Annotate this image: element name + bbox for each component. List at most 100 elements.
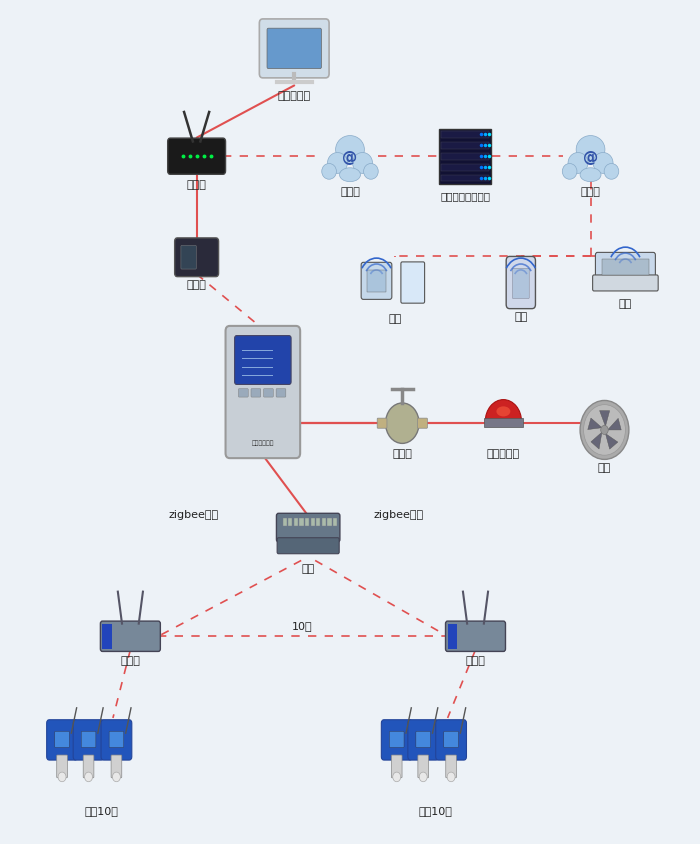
- FancyBboxPatch shape: [322, 519, 326, 527]
- FancyBboxPatch shape: [74, 720, 104, 760]
- Text: 可接10台: 可接10台: [419, 805, 453, 814]
- FancyBboxPatch shape: [174, 239, 218, 278]
- FancyBboxPatch shape: [444, 732, 458, 748]
- FancyBboxPatch shape: [300, 519, 304, 527]
- FancyBboxPatch shape: [251, 389, 261, 398]
- FancyBboxPatch shape: [418, 755, 428, 778]
- Ellipse shape: [576, 137, 605, 165]
- Polygon shape: [588, 419, 602, 430]
- Polygon shape: [606, 434, 618, 450]
- FancyBboxPatch shape: [305, 519, 309, 527]
- Text: 网关: 网关: [302, 563, 315, 573]
- FancyBboxPatch shape: [260, 20, 329, 78]
- FancyBboxPatch shape: [109, 732, 124, 748]
- FancyBboxPatch shape: [276, 389, 286, 398]
- Text: 中继器: 中继器: [466, 655, 485, 665]
- FancyBboxPatch shape: [447, 624, 457, 649]
- FancyBboxPatch shape: [47, 720, 78, 760]
- FancyBboxPatch shape: [111, 755, 122, 778]
- FancyBboxPatch shape: [225, 327, 300, 458]
- FancyBboxPatch shape: [382, 720, 412, 760]
- FancyBboxPatch shape: [83, 755, 94, 778]
- Text: 单机版电脑: 单机版电脑: [278, 91, 311, 101]
- FancyBboxPatch shape: [401, 262, 425, 304]
- Ellipse shape: [322, 165, 337, 180]
- Text: 手机: 手机: [514, 311, 527, 322]
- Ellipse shape: [568, 154, 588, 174]
- FancyBboxPatch shape: [181, 246, 196, 270]
- FancyBboxPatch shape: [333, 519, 337, 527]
- FancyBboxPatch shape: [57, 755, 67, 778]
- Text: 可接10台: 可接10台: [84, 805, 118, 814]
- FancyBboxPatch shape: [435, 720, 466, 760]
- Polygon shape: [600, 411, 610, 427]
- Text: zigbee信号: zigbee信号: [374, 510, 424, 520]
- FancyBboxPatch shape: [441, 154, 489, 160]
- FancyBboxPatch shape: [593, 276, 658, 292]
- Text: 声光报警器: 声光报警器: [486, 449, 520, 459]
- FancyBboxPatch shape: [263, 389, 273, 398]
- FancyBboxPatch shape: [377, 419, 387, 429]
- Text: 互联网: 互联网: [580, 187, 601, 197]
- FancyBboxPatch shape: [408, 720, 439, 760]
- Text: 电磁阀: 电磁阀: [393, 449, 412, 459]
- Text: @: @: [583, 149, 598, 165]
- FancyBboxPatch shape: [596, 253, 655, 283]
- FancyBboxPatch shape: [441, 132, 489, 138]
- Ellipse shape: [335, 137, 365, 165]
- FancyBboxPatch shape: [418, 419, 428, 429]
- FancyBboxPatch shape: [316, 519, 321, 527]
- Text: 终端: 终端: [619, 298, 632, 308]
- Ellipse shape: [496, 407, 510, 417]
- FancyBboxPatch shape: [441, 143, 489, 149]
- FancyBboxPatch shape: [168, 139, 225, 175]
- FancyBboxPatch shape: [367, 271, 386, 293]
- Text: 报警控制主机: 报警控制主机: [251, 440, 274, 445]
- FancyBboxPatch shape: [102, 624, 112, 649]
- FancyBboxPatch shape: [389, 732, 404, 748]
- FancyBboxPatch shape: [288, 519, 293, 527]
- FancyBboxPatch shape: [441, 176, 489, 182]
- Text: 安帕尔网络服务器: 安帕尔网络服务器: [440, 191, 490, 201]
- FancyBboxPatch shape: [267, 30, 321, 69]
- FancyBboxPatch shape: [439, 130, 491, 184]
- Polygon shape: [608, 419, 621, 430]
- Text: 互联网: 互联网: [340, 187, 360, 197]
- FancyBboxPatch shape: [277, 538, 339, 554]
- Circle shape: [601, 426, 608, 435]
- FancyBboxPatch shape: [506, 257, 536, 309]
- Wedge shape: [485, 400, 522, 422]
- FancyBboxPatch shape: [445, 621, 505, 652]
- Ellipse shape: [353, 154, 372, 174]
- Circle shape: [419, 772, 427, 782]
- FancyBboxPatch shape: [239, 389, 248, 398]
- Circle shape: [113, 772, 120, 782]
- Ellipse shape: [340, 169, 360, 182]
- FancyBboxPatch shape: [81, 732, 96, 748]
- Text: 风机: 风机: [598, 463, 611, 473]
- Text: zigbee信号: zigbee信号: [168, 510, 218, 520]
- FancyBboxPatch shape: [391, 755, 402, 778]
- Circle shape: [584, 405, 625, 456]
- Ellipse shape: [562, 165, 577, 180]
- FancyBboxPatch shape: [234, 336, 291, 385]
- Polygon shape: [591, 433, 602, 450]
- Circle shape: [393, 772, 400, 782]
- Circle shape: [447, 772, 455, 782]
- Ellipse shape: [363, 165, 378, 180]
- Circle shape: [85, 772, 92, 782]
- FancyBboxPatch shape: [311, 519, 315, 527]
- FancyBboxPatch shape: [484, 419, 523, 427]
- Text: @: @: [342, 149, 358, 165]
- Circle shape: [580, 401, 629, 460]
- FancyBboxPatch shape: [328, 519, 332, 527]
- Text: 路由器: 路由器: [187, 180, 206, 190]
- Circle shape: [386, 403, 419, 444]
- FancyBboxPatch shape: [101, 720, 132, 760]
- Ellipse shape: [604, 165, 619, 180]
- Circle shape: [58, 772, 66, 782]
- FancyBboxPatch shape: [416, 732, 430, 748]
- FancyBboxPatch shape: [55, 732, 69, 748]
- Text: 转换器: 转换器: [187, 280, 206, 289]
- FancyBboxPatch shape: [441, 165, 489, 171]
